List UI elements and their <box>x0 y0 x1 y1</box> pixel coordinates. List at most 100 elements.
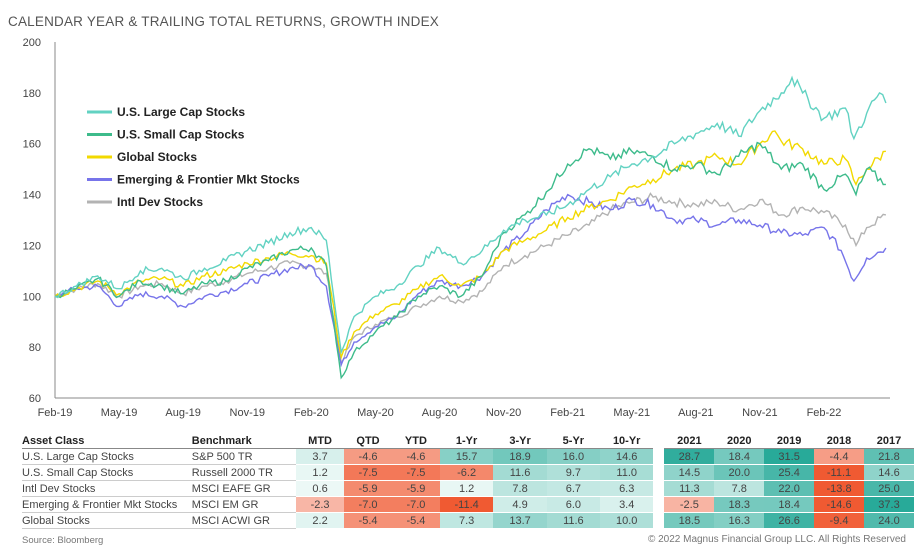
return-cell: 18.9 <box>493 448 547 465</box>
table-row: Emerging & Frontier Mkt Stocks MSCI EM GR… <box>22 496 914 513</box>
return-cell: 13.7 <box>493 512 547 529</box>
return-cell: -11.1 <box>814 464 864 481</box>
return-cell: 9.7 <box>546 464 601 481</box>
source-note: Source: Bloomberg <box>22 535 104 546</box>
legend-label: Emerging & Frontier Mkt Stocks <box>117 173 300 187</box>
return-cell: 18.3 <box>714 496 765 513</box>
return-cell: 20.0 <box>714 464 765 481</box>
copyright: © 2022 Magnus Financial Group LLC. All R… <box>647 534 906 545</box>
return-cell: 18.4 <box>714 448 765 465</box>
table-header-row: Asset Class Benchmark MTD QTD YTD 1-Yr 3-Yr 5-Y… <box>22 434 914 449</box>
benchmark-cell: MSCI ACWI GR <box>191 512 297 529</box>
return-cell: -5.9 <box>344 480 392 497</box>
benchmark-cell: MSCI EAFE GR <box>191 480 297 497</box>
chart-title: CALENDAR YEAR & TRAILING TOTAL RETURNS, … <box>8 14 439 29</box>
return-cell: 18.5 <box>664 512 715 529</box>
return-cell: 31.5 <box>764 448 815 465</box>
return-cell: 14.5 <box>664 464 715 481</box>
x-tick-label: Feb-19 <box>38 407 73 419</box>
return-cell: 18.4 <box>764 496 815 513</box>
column-header: 2020 <box>714 434 765 449</box>
return-cell: 3.7 <box>296 448 345 465</box>
x-tick-label: Aug-20 <box>422 407 457 419</box>
return-cell: 28.7 <box>664 448 715 465</box>
legend-label: U.S. Large Cap Stocks <box>117 105 245 119</box>
return-cell: 6.3 <box>600 480 654 497</box>
return-cell: 11.3 <box>664 480 715 497</box>
return-cell: 4.9 <box>493 496 547 513</box>
x-tick-label: May-20 <box>357 407 394 419</box>
return-cell: 11.6 <box>493 464 547 481</box>
column-header: 2021 <box>664 434 715 449</box>
return-cell: 11.6 <box>546 512 601 529</box>
return-cell: -2.3 <box>296 496 345 513</box>
legend-label: U.S. Small Cap Stocks <box>117 128 245 142</box>
return-cell: -7.5 <box>392 464 440 481</box>
y-tick-label: 180 <box>23 88 41 100</box>
asset-class-cell: U.S. Small Cap Stocks <box>22 464 192 481</box>
return-cell: 24.0 <box>863 512 914 529</box>
y-tick-label: 140 <box>23 190 41 202</box>
return-cell: 37.3 <box>863 496 914 513</box>
asset-class-cell: Intl Dev Stocks <box>22 480 192 497</box>
return-cell: 16.0 <box>546 448 601 465</box>
return-cell: 7.8 <box>714 480 765 497</box>
return-cell: -4.4 <box>814 448 864 465</box>
asset-class-cell: Emerging & Frontier Mkt Stocks <box>22 496 192 513</box>
x-tick-label: Feb-22 <box>807 407 842 419</box>
returns-table: Asset Class Benchmark MTD QTD YTD 1-Yr 3-Yr 5-Y… <box>22 434 914 529</box>
return-cell: 7.3 <box>439 512 494 529</box>
y-tick-label: 100 <box>23 291 41 303</box>
y-tick-label: 160 <box>23 139 41 151</box>
legend-label: Global Stocks <box>117 150 197 164</box>
series-line <box>54 193 887 368</box>
return-cell: 22.0 <box>764 480 815 497</box>
return-cell: -5.4 <box>344 512 392 529</box>
x-tick-label: Nov-19 <box>230 407 265 419</box>
table-row: U.S. Small Cap Stocks Russell 2000 TR 1.2-… <box>22 464 914 481</box>
x-tick-label: Feb-21 <box>550 407 585 419</box>
table-row: Intl Dev Stocks MSCI EAFE GR 0.6 -5.9 -5.9 1.… <box>22 480 914 497</box>
x-tick-label: Nov-21 <box>742 407 777 419</box>
benchmark-cell: MSCI EM GR <box>191 496 297 513</box>
series-line <box>54 192 887 365</box>
return-cell: 2.2 <box>296 512 345 529</box>
column-header: Benchmark <box>191 434 297 449</box>
legend-label: Intl Dev Stocks <box>117 195 203 209</box>
return-cell: 14.6 <box>863 464 914 481</box>
x-tick-label: May-19 <box>101 407 138 419</box>
return-cell: -4.6 <box>392 448 440 465</box>
table-row: U.S. Large Cap Stocks S&P 500 TR 3.7 -4.6 -4… <box>22 448 914 465</box>
y-tick-label: 120 <box>23 240 41 252</box>
asset-class-cell: U.S. Large Cap Stocks <box>22 448 192 465</box>
y-tick-label: 80 <box>29 342 41 354</box>
return-cell: 7.8 <box>493 480 547 497</box>
return-cell: -6.2 <box>439 464 494 481</box>
column-header: 10-Yr <box>600 434 654 449</box>
return-cell: -14.6 <box>814 496 864 513</box>
column-header: 2018 <box>814 434 864 449</box>
column-header: 2017 <box>863 434 914 449</box>
return-cell: 15.7 <box>439 448 494 465</box>
return-cell: 26.6 <box>764 512 815 529</box>
column-header: 2019 <box>764 434 815 449</box>
return-cell: -11.4 <box>439 496 494 513</box>
column-header: 5-Yr <box>546 434 601 449</box>
y-tick-label: 200 <box>23 37 41 49</box>
x-tick-label: Aug-19 <box>165 407 200 419</box>
return-cell: 25.4 <box>764 464 815 481</box>
return-cell: -5.9 <box>392 480 440 497</box>
return-cell: -7.5 <box>344 464 392 481</box>
return-cell: 16.3 <box>714 512 765 529</box>
benchmark-cell: S&P 500 TR <box>191 448 297 465</box>
column-header: 1-Yr <box>439 434 494 449</box>
return-cell: -4.6 <box>344 448 392 465</box>
series-line <box>55 141 886 380</box>
return-cell: 11.0 <box>600 464 654 481</box>
return-cell: 6.7 <box>546 480 601 497</box>
x-tick-label: Aug-21 <box>678 407 713 419</box>
table-row: Global Stocks MSCI ACWI GR 2.2 -5.4 -5.4 7.3 1… <box>22 512 914 529</box>
return-cell: 21.8 <box>863 448 914 465</box>
growth-index-chart: 60 80 100 120 140 160 180 200 Feb-19 May-19 Aug-19… <box>23 37 890 419</box>
series-line <box>54 75 887 355</box>
